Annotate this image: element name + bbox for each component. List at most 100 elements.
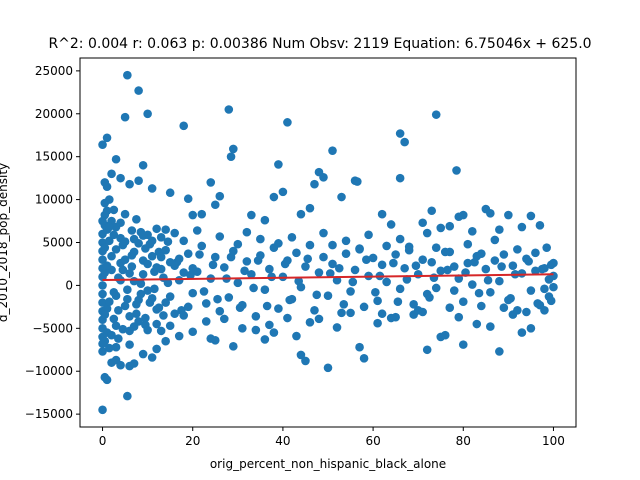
data-point <box>98 289 107 299</box>
data-point <box>458 340 468 349</box>
data-point <box>364 230 373 240</box>
data-point <box>120 112 130 122</box>
data-point <box>445 303 455 313</box>
data-point <box>102 206 112 216</box>
data-point <box>411 261 421 270</box>
data-point <box>305 203 315 213</box>
data-point <box>305 318 315 327</box>
data-point <box>174 331 184 341</box>
data-point <box>427 257 437 267</box>
data-point <box>134 86 143 95</box>
data-point <box>165 321 175 331</box>
data-point <box>526 286 536 295</box>
data-point <box>274 160 283 169</box>
data-point <box>102 375 112 385</box>
data-point <box>188 288 198 298</box>
data-point <box>109 230 119 240</box>
data-point <box>134 176 143 186</box>
data-point <box>325 269 335 278</box>
data-point <box>150 284 159 294</box>
data-point <box>136 289 146 299</box>
y-axis-label: d_2010_2018_pop_density <box>0 163 10 322</box>
data-point <box>100 310 110 319</box>
data-point <box>116 218 125 228</box>
data-point <box>147 293 157 303</box>
data-point <box>219 263 229 272</box>
data-point <box>98 281 107 290</box>
data-point <box>233 278 243 288</box>
data-point <box>105 195 114 204</box>
data-point <box>229 342 238 351</box>
data-point <box>109 205 119 215</box>
data-point <box>449 286 459 295</box>
data-point <box>147 353 157 362</box>
data-point <box>386 313 396 323</box>
data-point <box>107 330 116 340</box>
data-point <box>296 350 306 360</box>
data-point <box>260 215 270 225</box>
data-point <box>156 233 166 242</box>
data-point <box>132 309 141 319</box>
data-point <box>163 237 173 246</box>
data-point <box>431 110 441 119</box>
data-point <box>143 109 152 119</box>
data-point <box>219 314 229 324</box>
data-point <box>517 222 527 232</box>
data-point <box>486 209 495 218</box>
data-point <box>422 345 432 355</box>
data-point <box>395 234 405 244</box>
data-point <box>287 233 297 242</box>
data-point <box>120 209 130 219</box>
data-point <box>314 268 324 277</box>
data-point <box>141 313 150 323</box>
y-tick-label: 5000 <box>42 236 73 250</box>
data-point <box>247 269 256 279</box>
data-point <box>102 133 112 143</box>
data-point <box>269 192 279 202</box>
data-point <box>143 325 152 335</box>
data-point <box>159 273 168 282</box>
data-point <box>531 266 540 276</box>
data-point <box>540 284 549 294</box>
data-point <box>120 255 130 264</box>
y-axis-ticks: −15000 −10000 −5000 0 5000 10000 15000 20000 250… <box>25 64 80 421</box>
data-point <box>490 256 500 265</box>
data-point <box>147 236 157 246</box>
data-point <box>105 236 114 246</box>
data-point <box>418 255 427 264</box>
data-point <box>174 275 184 285</box>
y-tick-label: 15000 <box>35 150 73 164</box>
data-point <box>526 211 536 221</box>
data-point <box>353 177 362 186</box>
data-point <box>312 290 322 300</box>
data-point <box>350 265 360 275</box>
data-point <box>265 320 274 330</box>
data-point <box>382 277 391 287</box>
data-point <box>98 405 107 415</box>
data-point <box>440 330 450 340</box>
y-tick-label: 25000 <box>35 64 73 78</box>
data-point <box>504 210 513 220</box>
data-point <box>341 236 351 246</box>
data-point <box>152 319 161 329</box>
data-point <box>422 289 432 299</box>
y-tick-label: −5000 <box>32 321 73 335</box>
data-point <box>183 194 193 204</box>
y-tick-label: 10000 <box>35 193 73 207</box>
data-point <box>123 285 132 295</box>
data-point <box>334 263 344 273</box>
data-point <box>346 287 355 296</box>
data-point <box>195 250 204 259</box>
data-point <box>129 247 139 257</box>
data-point <box>404 242 414 252</box>
data-point <box>389 258 398 268</box>
data-point <box>147 251 157 261</box>
data-point <box>418 218 427 228</box>
data-point <box>224 293 234 302</box>
data-point <box>373 318 382 328</box>
data-point <box>544 275 554 284</box>
data-point <box>123 391 132 401</box>
data-point <box>391 250 400 259</box>
data-point <box>127 226 137 235</box>
